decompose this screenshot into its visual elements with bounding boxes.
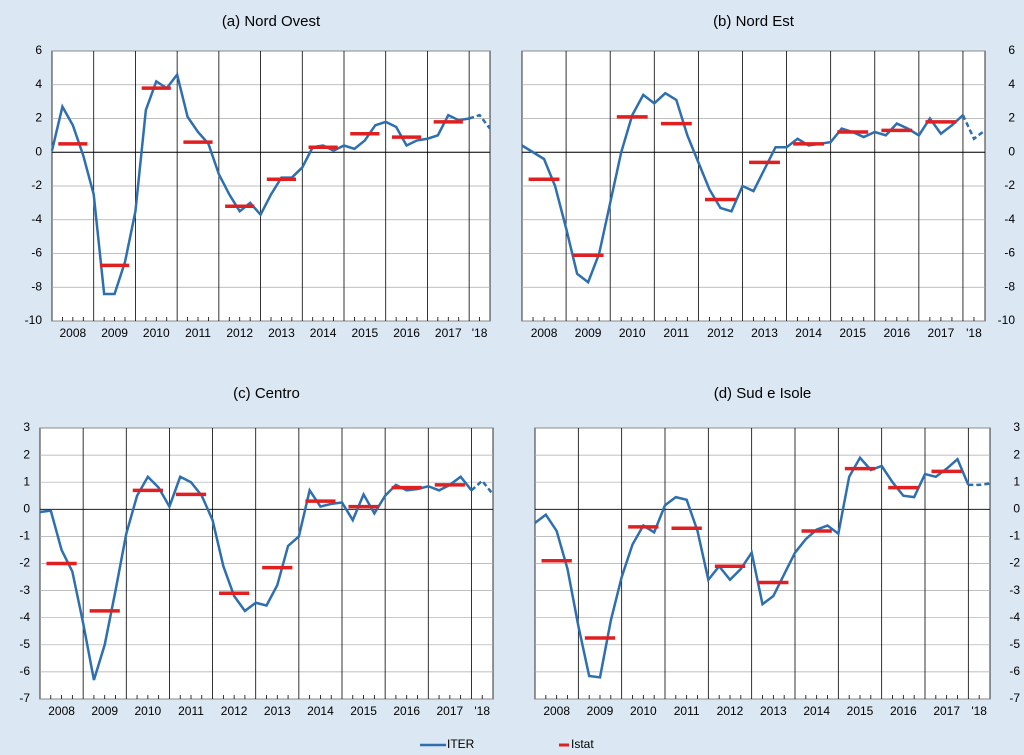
y-tick-label: -2 <box>1004 178 1015 192</box>
y-tick-label: 1 <box>1013 474 1020 488</box>
x-tick-label: 2014 <box>795 326 822 340</box>
x-tick-label: 2013 <box>268 326 295 340</box>
x-tick-label: 2010 <box>143 326 170 340</box>
x-tick-label: 2009 <box>587 704 614 718</box>
y-tick-label: 0 <box>35 144 42 158</box>
legend-label: ITER <box>447 737 475 751</box>
x-tick-label: 2015 <box>847 704 874 718</box>
y-tick-label: -2 <box>19 556 30 570</box>
x-tick-label: 2012 <box>221 704 248 718</box>
x-tick-label: 2014 <box>310 326 337 340</box>
y-tick-label: -1 <box>19 529 30 543</box>
y-tick-label: 6 <box>35 43 42 57</box>
x-tick-label: 2016 <box>393 704 420 718</box>
y-tick-label: 1 <box>23 474 30 488</box>
x-tick-label: 2010 <box>135 704 162 718</box>
y-tick-label: -2 <box>1009 556 1020 570</box>
x-tick-label: 2015 <box>352 326 379 340</box>
x-tick-label: 2014 <box>307 704 334 718</box>
x-tick-label: 2013 <box>264 704 291 718</box>
x-tick-label: 2012 <box>717 704 744 718</box>
y-tick-label: -4 <box>1009 610 1020 624</box>
panel-title: (a) Nord Ovest <box>222 13 321 30</box>
y-tick-label: 3 <box>23 420 30 434</box>
x-tick-label: 2012 <box>226 326 253 340</box>
x-tick-label: '18 <box>474 704 490 718</box>
x-tick-label: 2010 <box>630 704 657 718</box>
y-tick-label: -6 <box>31 246 42 260</box>
y-tick-label: 2 <box>23 447 30 461</box>
x-tick-label: 2008 <box>60 326 87 340</box>
iter-line <box>50 71 470 296</box>
x-tick-label: 2008 <box>531 326 558 340</box>
y-tick-label: -10 <box>998 313 1016 327</box>
y-tick-label: -6 <box>1009 664 1020 678</box>
x-tick-label: 2017 <box>435 326 462 340</box>
x-tick-label: 2009 <box>101 326 128 340</box>
x-tick-label: 2014 <box>803 704 830 718</box>
y-tick-label: -2 <box>31 178 42 192</box>
iter-line-forecast <box>468 113 491 130</box>
y-tick-label: -7 <box>1009 691 1020 705</box>
x-tick-label: 2011 <box>185 326 211 340</box>
y-tick-label: -5 <box>1009 637 1020 651</box>
y-tick-label: 4 <box>1008 77 1015 91</box>
x-tick-label: 2015 <box>350 704 377 718</box>
x-tick-label: 2011 <box>178 704 204 718</box>
y-tick-label: 0 <box>23 501 30 515</box>
y-tick-label: -5 <box>19 637 30 651</box>
y-tick-label: -6 <box>19 664 30 678</box>
y-tick-label: -7 <box>19 691 30 705</box>
x-tick-label: 2017 <box>928 326 955 340</box>
y-tick-label: 4 <box>35 77 42 91</box>
x-tick-label: 2010 <box>619 326 646 340</box>
x-tick-label: 2008 <box>543 704 570 718</box>
y-tick-label: 0 <box>1013 501 1020 515</box>
y-tick-label: -1 <box>1009 529 1020 543</box>
y-tick-label: -4 <box>1004 212 1015 226</box>
x-tick-label: '18 <box>472 326 488 340</box>
x-tick-label: 2011 <box>663 326 689 340</box>
y-tick-label: 2 <box>35 111 42 125</box>
x-tick-label: 2008 <box>48 704 75 718</box>
x-tick-label: 2017 <box>933 704 960 718</box>
y-tick-label: -8 <box>1004 279 1015 293</box>
y-tick-label: -8 <box>31 279 42 293</box>
panel-title: (b) Nord Est <box>713 13 795 30</box>
x-tick-label: 2009 <box>575 326 602 340</box>
iter-line-forecast <box>961 114 986 141</box>
y-tick-label: -4 <box>19 610 30 624</box>
y-tick-label: 2 <box>1008 111 1015 125</box>
panel-title: (c) Centro <box>233 385 300 402</box>
y-tick-label: 2 <box>1013 447 1020 461</box>
y-tick-label: -10 <box>25 313 43 327</box>
x-tick-label: 2012 <box>707 326 734 340</box>
iter-line-forecast <box>968 482 991 487</box>
x-tick-label: 2011 <box>674 704 700 718</box>
x-tick-label: 2009 <box>91 704 118 718</box>
y-tick-label: 3 <box>1013 420 1020 434</box>
panel-title: (d) Sud e Isole <box>714 385 812 402</box>
y-tick-label: -6 <box>1004 246 1015 260</box>
x-tick-label: 2015 <box>839 326 866 340</box>
x-tick-label: 2013 <box>751 326 778 340</box>
x-tick-label: 2017 <box>437 704 464 718</box>
y-tick-label: -3 <box>1009 583 1020 597</box>
x-tick-label: 2013 <box>760 704 787 718</box>
y-tick-label: -4 <box>31 212 42 226</box>
y-tick-label: -3 <box>19 583 30 597</box>
x-tick-label: '18 <box>966 326 982 340</box>
y-tick-label: 0 <box>1008 144 1015 158</box>
x-tick-label: '18 <box>971 704 987 718</box>
iter-line-forecast <box>470 479 494 496</box>
x-tick-label: 2016 <box>393 326 420 340</box>
y-tick-label: 6 <box>1008 43 1015 57</box>
x-tick-label: 2016 <box>883 326 910 340</box>
legend-label: Istat <box>571 737 594 751</box>
x-tick-label: 2016 <box>890 704 917 718</box>
